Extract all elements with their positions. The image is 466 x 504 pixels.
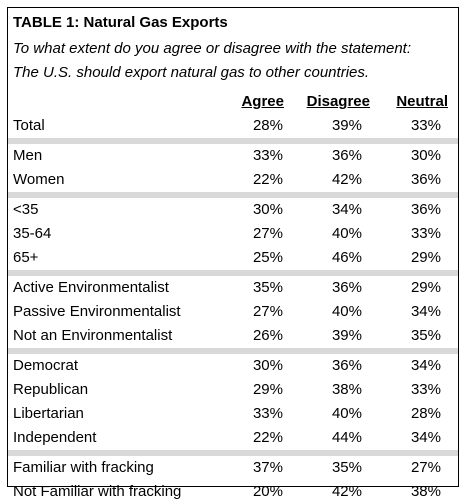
neutral-value: 36%: [410, 171, 441, 188]
agree-value: 25%: [252, 249, 283, 266]
row-label: Women: [13, 171, 65, 188]
neutral-value: 27%: [410, 459, 441, 476]
neutral-value: 34%: [410, 303, 441, 320]
row-label: <35: [13, 201, 39, 218]
table-row: 35-64 27% 40% 33%: [8, 222, 458, 246]
disagree-value: 42%: [331, 171, 362, 188]
agree-value: 27%: [252, 225, 283, 242]
row-label: 35-64: [13, 225, 52, 242]
row-label: Independent: [13, 429, 97, 446]
disagree-value: 36%: [331, 279, 362, 296]
agree-value: 35%: [252, 279, 283, 296]
disagree-value: 39%: [331, 117, 362, 134]
row-label: Democrat: [13, 357, 79, 374]
table-row: Men 33% 36% 30%: [8, 144, 458, 168]
agree-value: 33%: [252, 405, 283, 422]
group-separator: [8, 270, 458, 276]
disagree-value: 40%: [331, 225, 362, 242]
agree-value: 22%: [252, 171, 283, 188]
neutral-value: 29%: [410, 249, 441, 266]
agree-value: 37%: [252, 459, 283, 476]
table-row: Familiar with fracking 37% 35% 27%: [8, 456, 458, 480]
disagree-value: 40%: [331, 405, 362, 422]
table-row: Not an Environmentalist 26% 39% 35%: [8, 324, 458, 348]
agree-value: 20%: [252, 483, 283, 500]
neutral-value: 28%: [410, 405, 441, 422]
neutral-value: 33%: [410, 225, 441, 242]
row-label: Active Environmentalist: [13, 279, 169, 296]
disagree-value: 40%: [331, 303, 362, 320]
table-row: 65+ 25% 46% 29%: [8, 246, 458, 270]
neutral-value: 29%: [410, 279, 441, 296]
row-label: Republican: [13, 381, 89, 398]
neutral-value: 36%: [410, 201, 441, 218]
row-label: Familiar with fracking: [13, 459, 154, 476]
disagree-value: 36%: [331, 357, 362, 374]
neutral-value: 35%: [410, 327, 441, 344]
table-row: Republican 29% 38% 33%: [8, 378, 458, 402]
disagree-value: 36%: [331, 147, 362, 164]
neutral-value: 30%: [410, 147, 441, 164]
disagree-value: 34%: [331, 201, 362, 218]
header-disagree: Disagree: [306, 93, 370, 110]
row-label: Not an Environmentalist: [13, 327, 173, 344]
neutral-value: 33%: [410, 117, 441, 134]
table-row: Active Environmentalist 35% 36% 29%: [8, 276, 458, 300]
agree-value: 28%: [252, 117, 283, 134]
agree-value: 26%: [252, 327, 283, 344]
group-separator: [8, 192, 458, 198]
agree-value: 33%: [252, 147, 283, 164]
table-row: Total 28% 39% 33%: [8, 114, 458, 138]
disagree-value: 35%: [331, 459, 362, 476]
question-line-2: The U.S. should export natural gas to ot…: [13, 64, 370, 81]
header-agree: Agree: [241, 93, 284, 110]
table-title: TABLE 1: Natural Gas Exports: [13, 14, 228, 31]
disagree-value: 44%: [331, 429, 362, 446]
table-body: Total 28% 39% 33% Men 33% 36% 30% Women 22% 42% 36%…: [8, 114, 458, 504]
row-label: Not Familiar with fracking: [13, 483, 182, 500]
table-row: Not Familiar with fracking 20% 42% 38%: [8, 480, 458, 504]
table-row: Women 22% 42% 36%: [8, 168, 458, 192]
disagree-value: 38%: [331, 381, 362, 398]
row-label: Libertarian: [13, 405, 84, 422]
neutral-value: 33%: [410, 381, 441, 398]
row-label: Total: [13, 117, 45, 134]
table-row: Passive Environmentalist 27% 40% 34%: [8, 300, 458, 324]
agree-value: 27%: [252, 303, 283, 320]
group-separator: [8, 138, 458, 144]
group-separator: [8, 348, 458, 354]
agree-value: 22%: [252, 429, 283, 446]
disagree-value: 39%: [331, 327, 362, 344]
disagree-value: 42%: [331, 483, 362, 500]
group-separator: [8, 450, 458, 456]
question-line-1: To what extent do you agree or disagree …: [13, 40, 412, 57]
neutral-value: 34%: [410, 429, 441, 446]
neutral-value: 34%: [410, 357, 441, 374]
table-row: <35 30% 34% 36%: [8, 198, 458, 222]
agree-value: 30%: [252, 357, 283, 374]
neutral-value: 38%: [410, 483, 441, 500]
table-frame: TABLE 1: Natural Gas Exports To what ext…: [7, 7, 459, 500]
header-neutral: Neutral: [396, 93, 448, 110]
disagree-value: 46%: [331, 249, 362, 266]
row-label: Men: [13, 147, 43, 164]
agree-value: 30%: [252, 201, 283, 218]
row-label: 65+: [13, 249, 39, 266]
agree-value: 29%: [252, 381, 283, 398]
row-label: Passive Environmentalist: [13, 303, 181, 320]
table-row: Independent 22% 44% 34%: [8, 426, 458, 450]
table-row: Libertarian 33% 40% 28%: [8, 402, 458, 426]
table-row: Democrat 30% 36% 34%: [8, 354, 458, 378]
